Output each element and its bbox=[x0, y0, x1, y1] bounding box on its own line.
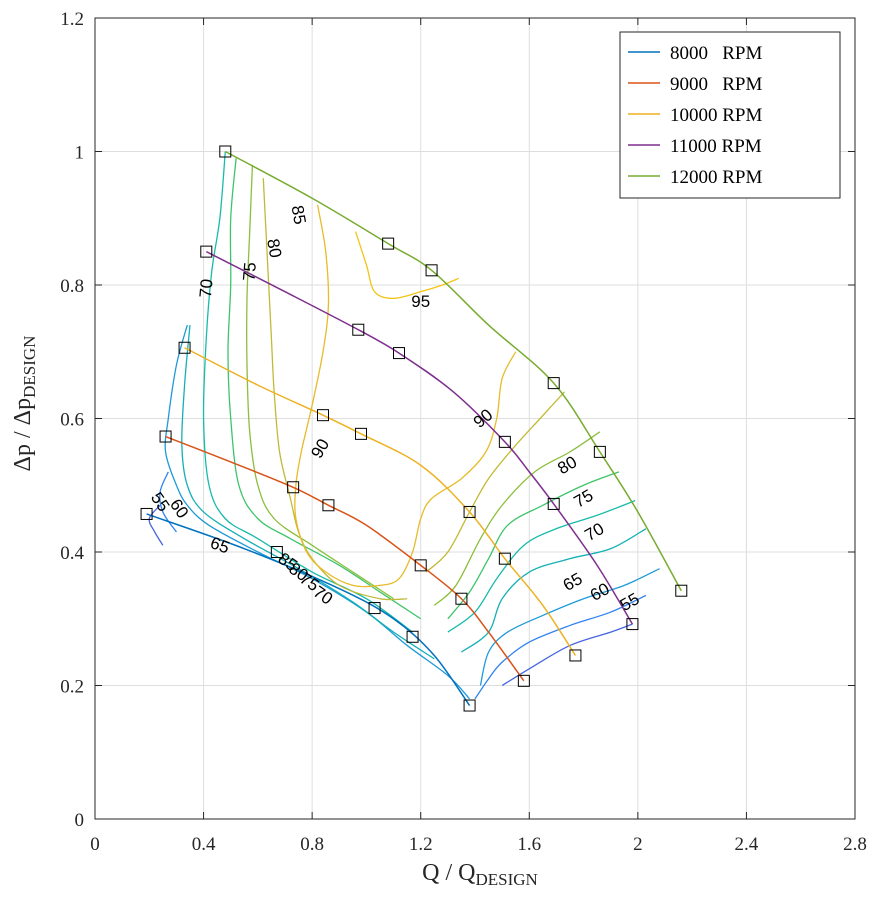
operating-point-marker-5 bbox=[675, 584, 688, 597]
contour-label-8: 95 bbox=[411, 292, 430, 311]
operating-point-marker-20 bbox=[322, 499, 335, 512]
y-tick-label-0: 0 bbox=[75, 810, 85, 831]
efficiency-contour-14 bbox=[262, 178, 408, 601]
x-tick-label-4: 1.6 bbox=[517, 834, 541, 855]
efficiency-contour-8 bbox=[202, 151, 413, 633]
operating-point-marker-24 bbox=[140, 507, 153, 520]
y-axis-title: Δp / ΔpDESIGN bbox=[10, 336, 39, 472]
operating-point-marker-17 bbox=[569, 649, 582, 662]
efficiency-contour-5 bbox=[479, 568, 660, 686]
efficiency-contour-13 bbox=[433, 431, 601, 606]
efficiency-contour-2 bbox=[159, 471, 177, 533]
series-line-4 bbox=[224, 150, 682, 592]
operating-point-marker-4 bbox=[593, 445, 606, 458]
operating-point-marker-21 bbox=[414, 559, 427, 572]
operating-point-marker-25 bbox=[270, 546, 283, 558]
operating-point-marker-19 bbox=[287, 481, 300, 494]
x-tick-label-6: 2.4 bbox=[735, 834, 759, 855]
series-line-3 bbox=[205, 250, 634, 625]
y-axis-title-sub: DESIGN bbox=[20, 336, 39, 398]
efficiency-contour-15 bbox=[425, 391, 566, 573]
efficiency-contour-12 bbox=[246, 164, 394, 600]
operating-point-marker-6 bbox=[200, 245, 213, 258]
operating-point-marker-8 bbox=[393, 347, 405, 360]
efficiency-contour-3 bbox=[474, 594, 647, 700]
operating-point-marker-27 bbox=[406, 630, 419, 643]
x-tick-label-0: 0 bbox=[90, 834, 100, 855]
legend-box bbox=[619, 31, 841, 199]
series-line-0 bbox=[146, 513, 471, 706]
operating-point-marker-28 bbox=[463, 699, 476, 712]
efficiency-contour-10 bbox=[227, 158, 422, 620]
legend-label-3: 11000 RPM bbox=[670, 136, 762, 157]
contour-label-5: 80 bbox=[263, 237, 285, 259]
x-axis-title-main: Q / Q bbox=[422, 860, 475, 886]
x-tick-label-2: 0.8 bbox=[300, 834, 324, 855]
operating-point-marker-18 bbox=[159, 430, 172, 443]
y-tick-label-4: 0.8 bbox=[60, 276, 84, 297]
operating-point-marker-12 bbox=[178, 341, 191, 354]
efficiency-contour-6 bbox=[181, 324, 435, 660]
legend-label-0: 8000 RPM bbox=[670, 43, 762, 64]
efficiency-contour-16 bbox=[294, 204, 517, 588]
operating-point-marker-14 bbox=[355, 427, 367, 440]
series-line-2 bbox=[184, 347, 577, 656]
operating-point-marker-16 bbox=[498, 552, 511, 565]
contour-label-6: 85 bbox=[288, 204, 310, 226]
contour-label-4: 75 bbox=[239, 261, 260, 282]
x-tick-label-7: 2.8 bbox=[843, 834, 867, 855]
operating-point-marker-2 bbox=[425, 264, 438, 277]
operating-point-marker-11 bbox=[626, 618, 639, 631]
x-tick-label-5: 2 bbox=[633, 834, 643, 855]
y-tick-label-5: 1 bbox=[75, 143, 85, 164]
y-tick-label-6: 1.2 bbox=[60, 9, 84, 30]
x-tick-label-1: 0.4 bbox=[192, 834, 216, 855]
y-axis-title-main: Δp / Δp bbox=[10, 398, 36, 472]
operating-point-marker-1 bbox=[382, 237, 395, 250]
operating-point-marker-23 bbox=[517, 674, 530, 687]
contour-label-3: 70 bbox=[196, 278, 217, 299]
efficiency-contour-4 bbox=[164, 324, 471, 700]
x-axis-title-sub: DESIGN bbox=[476, 870, 538, 889]
operating-point-marker-22 bbox=[455, 592, 468, 605]
x-tick-label-3: 1.2 bbox=[409, 834, 433, 855]
y-tick-label-1: 0.2 bbox=[60, 677, 84, 698]
efficiency-contours bbox=[148, 151, 660, 700]
operating-point-marker-10 bbox=[547, 497, 560, 510]
efficiency-contour-0 bbox=[148, 504, 164, 546]
legend: 8000 RPM 9000 RPM 10000 RPM 11000 RPM 12000 … bbox=[619, 31, 841, 199]
axis-ticks: 0 0.4 0.8 1.2 1.6 2 2.4 2.8 0 0.2 0.4 0.6 0.8 1 1.2 bbox=[60, 9, 867, 855]
x-axis-title: Q / QDESIGN bbox=[422, 860, 538, 889]
series-line-1 bbox=[165, 435, 525, 682]
operating-point-marker-0 bbox=[219, 145, 232, 158]
y-tick-label-2: 0.4 bbox=[60, 543, 84, 564]
operating-point-marker-3 bbox=[547, 377, 560, 390]
legend-label-4: 12000 RPM bbox=[670, 167, 762, 188]
operating-point-marker-13 bbox=[317, 409, 329, 422]
efficiency-contour-9 bbox=[447, 499, 636, 633]
operating-point-marker-7 bbox=[352, 323, 365, 336]
legend-label-2: 10000 RPM bbox=[670, 105, 762, 126]
operating-point-marker-26 bbox=[368, 602, 381, 615]
speed-lines bbox=[146, 150, 682, 706]
operating-point-markers bbox=[140, 145, 688, 712]
y-tick-label-3: 0.6 bbox=[60, 410, 84, 431]
operating-point-marker-15 bbox=[463, 505, 476, 518]
efficiency-contour-17 bbox=[354, 231, 459, 300]
legend-label-1: 9000 RPM bbox=[670, 74, 762, 95]
operating-point-marker-9 bbox=[498, 435, 511, 448]
efficiency-contour-11 bbox=[447, 471, 620, 620]
